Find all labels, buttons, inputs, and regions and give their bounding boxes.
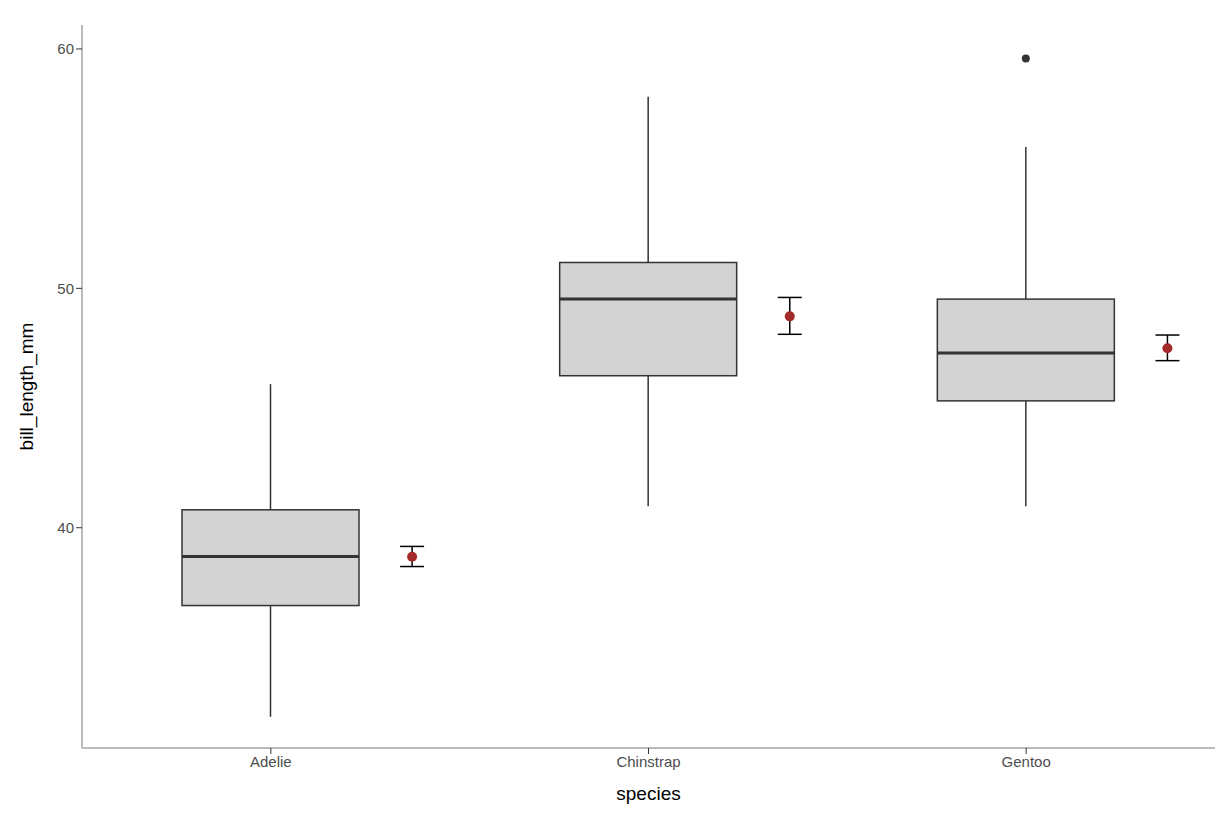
svg-text:50: 50 <box>57 280 74 297</box>
svg-text:Chinstrap: Chinstrap <box>616 753 680 770</box>
svg-text:Gentoo: Gentoo <box>1002 753 1051 770</box>
svg-text:Adelie: Adelie <box>250 753 292 770</box>
svg-text:species: species <box>616 783 680 804</box>
svg-text:40: 40 <box>57 519 74 536</box>
svg-text:bill_length_mm: bill_length_mm <box>16 323 38 451</box>
svg-text:60: 60 <box>57 40 74 57</box>
